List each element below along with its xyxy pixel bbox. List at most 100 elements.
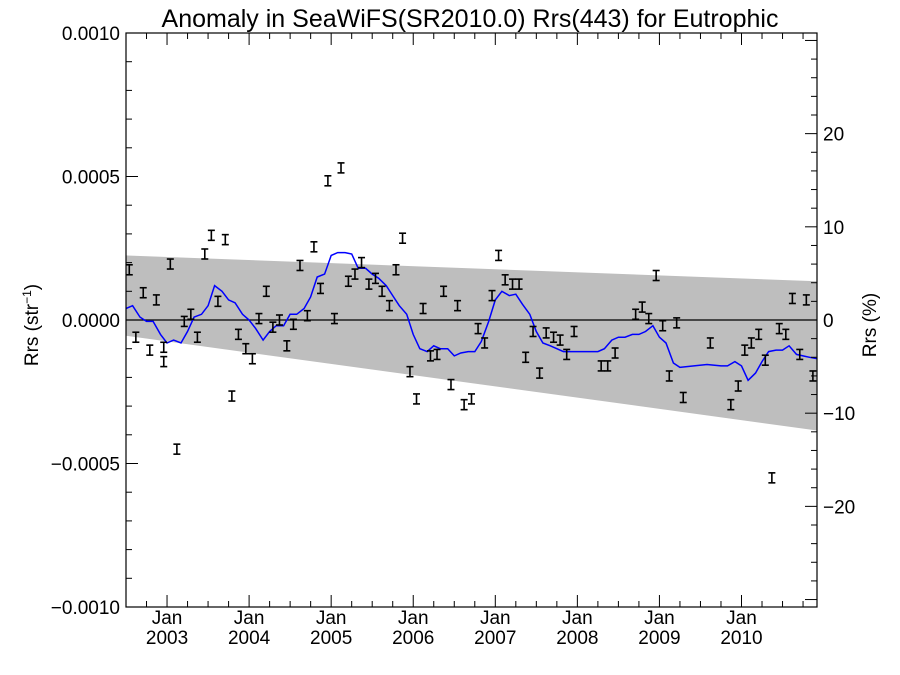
data-point: [310, 241, 318, 253]
data-point: [481, 337, 489, 349]
data-point: [419, 302, 427, 315]
data-point: [768, 472, 776, 484]
x-tick-label-month: Jan: [316, 608, 347, 629]
data-point: [399, 232, 407, 245]
data-point: [563, 348, 571, 361]
x-tick-label-year: 2008: [556, 628, 598, 649]
data-point: [180, 315, 188, 328]
data-point: [604, 360, 612, 372]
axes-layer: [125, 32, 818, 608]
y-right-tick-label: −20: [823, 497, 855, 518]
data-point: [303, 309, 311, 322]
x-tick-label-year: 2010: [720, 628, 762, 649]
y-right-tick-label: 0: [823, 311, 834, 332]
data-point: [255, 312, 263, 325]
x-tick-label-month: Jan: [152, 608, 183, 629]
x-tick-label-year: 2007: [474, 628, 516, 649]
data-point: [522, 351, 530, 364]
data-point: [392, 263, 400, 276]
x-tick-label-year: 2004: [228, 628, 271, 649]
y-right-tick-label: 10: [823, 218, 844, 239]
y-left-tick-label: 0.0005: [62, 168, 120, 189]
data-point: [447, 378, 455, 391]
data-point: [460, 398, 468, 411]
data-point: [358, 256, 366, 269]
x-tick-label-year: 2006: [392, 628, 434, 649]
uncertainty-band: [126, 255, 817, 431]
data-point: [146, 344, 154, 356]
data-point: [324, 175, 332, 187]
data-point: [741, 344, 749, 356]
y-left-tick-label: −0.0005: [51, 455, 120, 476]
data-point: [289, 318, 297, 331]
x-tick-label-year: 2009: [638, 628, 680, 649]
x-tick-label-month: Jan: [562, 608, 593, 629]
x-tick-label-year: 2005: [310, 628, 352, 649]
data-point: [556, 334, 564, 346]
data-point: [734, 380, 742, 392]
data-point: [659, 319, 667, 332]
data-point: [248, 352, 256, 365]
data-point: [433, 348, 441, 361]
data-point: [173, 443, 181, 455]
data-point: [440, 285, 448, 298]
y-left-tick-label: −0.0010: [51, 598, 120, 619]
data-point: [542, 327, 550, 339]
data-point: [160, 341, 168, 354]
y-right-tick-label: −10: [823, 404, 855, 425]
data-point: [406, 365, 414, 378]
data-point: [316, 282, 324, 295]
data-point: [371, 272, 379, 285]
data-point: [761, 354, 769, 366]
data-point: [501, 274, 509, 286]
data-point: [495, 249, 503, 262]
data-point: [269, 321, 277, 333]
y-label-left-close: ): [22, 284, 43, 290]
data-point: [132, 331, 140, 344]
data-point: [351, 268, 359, 280]
data-point: [242, 342, 250, 355]
data-point: [234, 328, 242, 341]
data-point: [755, 328, 763, 341]
data-point: [597, 360, 605, 372]
x-tick-label-month: Jan: [480, 608, 511, 629]
y-left-tick-label: 0.0000: [62, 311, 120, 332]
data-point: [796, 348, 804, 361]
data-point: [488, 289, 496, 302]
data-point: [139, 286, 147, 299]
x-tick-label-month: Jan: [398, 608, 429, 629]
data-point: [283, 340, 291, 352]
data-point: [193, 331, 201, 344]
data-point: [262, 285, 270, 298]
data-point: [201, 248, 209, 260]
data-point: [337, 162, 345, 174]
data-point: [413, 393, 421, 405]
data-point: [665, 370, 673, 382]
data-point: [160, 355, 168, 368]
data-point: [166, 258, 174, 270]
y-axis-label-left: Rrs (str−1): [20, 284, 43, 366]
data-point: [468, 393, 475, 405]
data-point: [152, 294, 160, 306]
data-point: [125, 263, 133, 276]
x-tick-label-year: 2003: [146, 628, 188, 649]
data-point: [509, 278, 517, 290]
data-point: [679, 391, 687, 404]
data-point: [645, 312, 653, 325]
data-point: [550, 331, 558, 344]
data-point: [221, 233, 229, 246]
uncertainty-band-layer: [126, 255, 817, 431]
data-point: [782, 328, 790, 341]
y-axis-label-right: Rrs (%): [860, 293, 881, 357]
data-point: [344, 275, 352, 288]
data-point: [802, 294, 810, 306]
data-point: [536, 367, 544, 379]
chart-title: Anomaly in SeaWiFS(SR2010.0) Rrs(443) fo…: [162, 5, 779, 33]
data-point: [296, 259, 304, 272]
fit-line-layer: [125, 251, 818, 382]
data-point: [515, 278, 523, 290]
data-point: [207, 229, 215, 242]
y-label-left-main: Rrs (str: [22, 303, 43, 366]
data-point: [529, 325, 537, 338]
